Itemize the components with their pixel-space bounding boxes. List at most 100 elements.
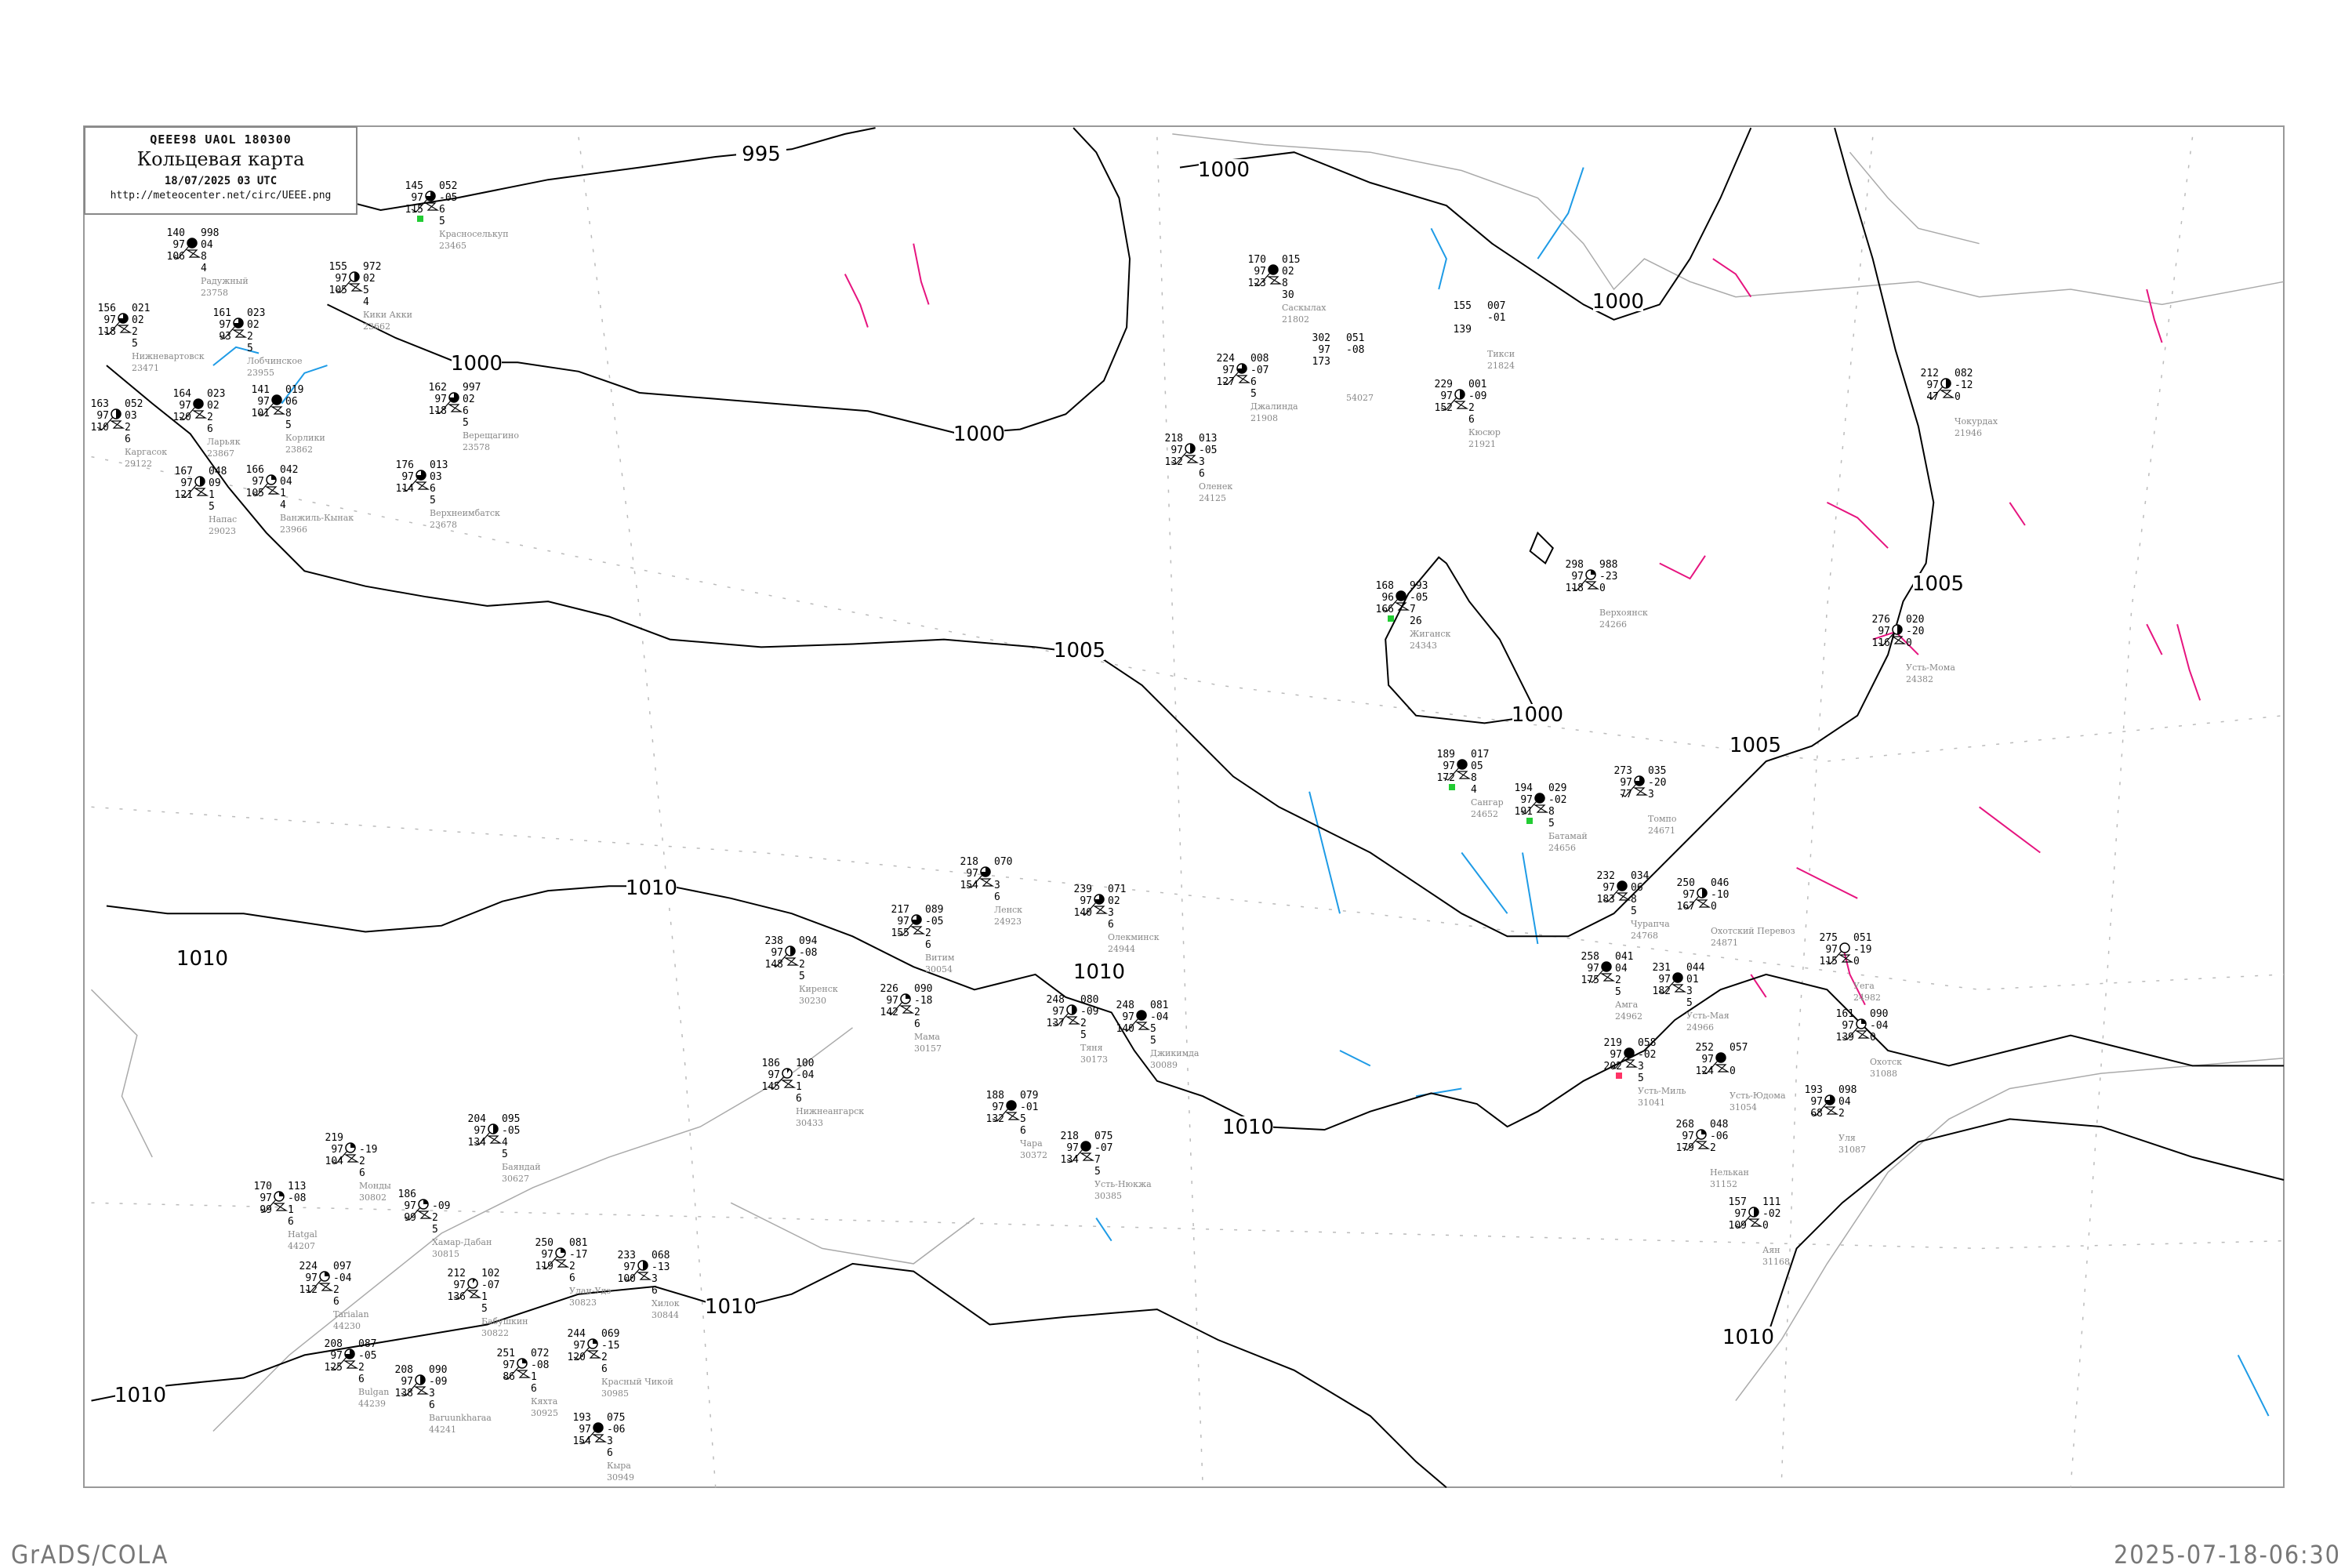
cloud-fill bbox=[187, 238, 197, 248]
station-name: Tarialan bbox=[333, 1309, 369, 1319]
station-temperature: 193 bbox=[573, 1412, 591, 1424]
station-cloud-height: 5 bbox=[132, 338, 138, 350]
wind-barb-icon bbox=[1682, 895, 1700, 909]
isobar-label: 1005 bbox=[1730, 734, 1781, 757]
station-pressure: 080 bbox=[1080, 994, 1098, 1006]
station-id: 54027 bbox=[1346, 393, 1374, 403]
station-temperature: 218 bbox=[1061, 1131, 1079, 1142]
station-name: Саскылах bbox=[1282, 303, 1327, 313]
station-name: Hatgal bbox=[288, 1229, 318, 1240]
station-cloud-height: 5 bbox=[481, 1303, 488, 1315]
station-low-cloud: 0 bbox=[1599, 583, 1606, 594]
coastline bbox=[1735, 1057, 2285, 1402]
station-id: 30925 bbox=[531, 1408, 558, 1418]
source-url[interactable]: http://meteocenter.net/circ/UEEE.png bbox=[110, 190, 332, 201]
isobar-label: 1000 bbox=[1198, 158, 1250, 182]
weather-symbol-icon bbox=[1747, 1218, 1763, 1227]
station-low-cloud: 3 bbox=[994, 880, 1000, 891]
station-id: 24656 bbox=[1548, 843, 1576, 853]
station-21824[interactable]: 155 139 007-01 Тикси 21824 bbox=[1454, 300, 1515, 371]
wind-barb-icon bbox=[1520, 800, 1537, 815]
weather-symbol-icon bbox=[109, 420, 125, 429]
station-low-cloud: 3 bbox=[1648, 789, 1654, 800]
station-id: 21946 bbox=[1955, 428, 1982, 438]
station-visibility: 97 bbox=[1842, 1020, 1854, 1032]
station-temperature: 161 bbox=[213, 307, 231, 319]
station-name: Чокурдах bbox=[1955, 416, 1998, 426]
station-pressure: 090 bbox=[429, 1364, 447, 1376]
station-pressure: 021 bbox=[132, 303, 150, 314]
station-name: Усть-Миль bbox=[1638, 1086, 1686, 1096]
station-cloud-height: 5 bbox=[1638, 1073, 1644, 1084]
station-id: 30230 bbox=[799, 996, 826, 1006]
isotherm-cold bbox=[2237, 1354, 2270, 1417]
station-tendency: -05 bbox=[925, 916, 943, 927]
station-name: Красный Чикой bbox=[601, 1377, 673, 1387]
station-low-cloud: 4 bbox=[502, 1137, 508, 1149]
wind-barb-icon bbox=[331, 1150, 348, 1164]
weather-symbol-icon bbox=[783, 957, 800, 966]
station-id: 30823 bbox=[569, 1298, 597, 1308]
station-pressure: 015 bbox=[1282, 254, 1300, 266]
station-dewpoint: 118 bbox=[98, 326, 116, 338]
